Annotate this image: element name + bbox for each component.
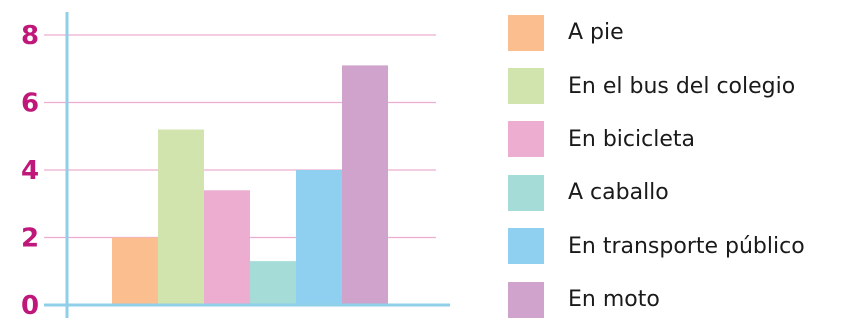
y-tick-label: 2	[21, 224, 39, 254]
bar	[204, 190, 250, 305]
legend-swatch	[508, 228, 544, 265]
y-tick-label: 6	[21, 89, 39, 119]
legend-swatch	[508, 68, 544, 105]
bar	[342, 65, 388, 305]
bar	[250, 261, 296, 305]
bars	[112, 65, 388, 305]
legend-item: A caballo	[508, 166, 805, 219]
bar-chart: 0 2 4 6 8	[21, 12, 450, 321]
legend-item: En bicicleta	[508, 113, 805, 166]
legend-label: En el bus del colegio	[568, 73, 796, 99]
bar	[112, 237, 158, 305]
legend-label: En transporte público	[568, 233, 805, 259]
legend-item: A pie	[508, 6, 805, 59]
axes	[44, 12, 450, 318]
y-tick-labels: 0 2 4 6 8	[21, 21, 39, 321]
legend-label: A caballo	[568, 180, 669, 206]
legend-label: En moto	[568, 287, 660, 313]
legend-item: En transporte público	[508, 220, 805, 273]
legend-item: En el bus del colegio	[508, 59, 805, 112]
y-tick-label: 4	[21, 156, 39, 186]
legend-label: En bicicleta	[568, 126, 695, 152]
y-tick-label: 0	[21, 291, 39, 321]
legend-swatch	[508, 281, 544, 318]
legend-swatch	[508, 174, 544, 211]
y-tick-label: 8	[21, 21, 39, 51]
bar	[158, 129, 204, 305]
bar	[296, 170, 342, 305]
legend-swatch	[508, 121, 544, 158]
legend-item: En moto	[508, 273, 805, 326]
legend-label: A pie	[568, 20, 624, 46]
legend: A pie En el bus del colegio En bicicleta A …	[508, 6, 805, 326]
legend-swatch	[508, 14, 544, 51]
